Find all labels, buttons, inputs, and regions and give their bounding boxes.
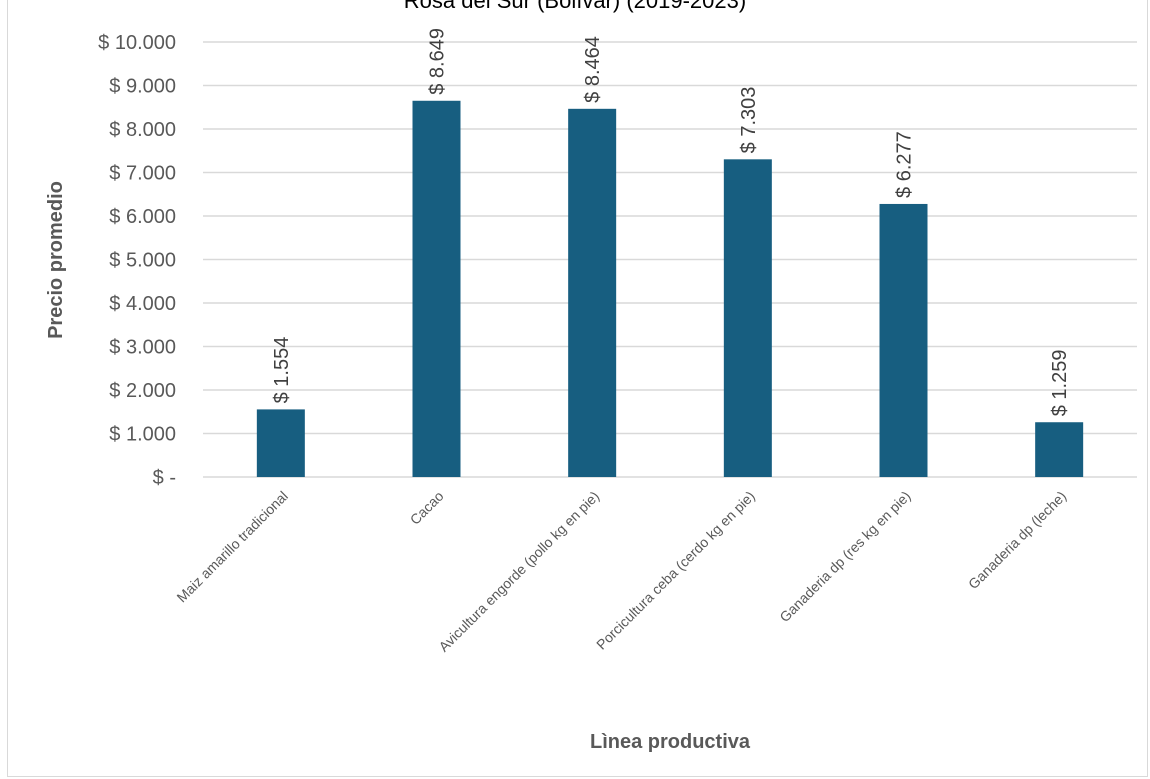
y-tick-label: $ 6.000 (109, 206, 176, 228)
x-category-label: Cacao (407, 488, 447, 528)
y-tick-label: $ 8.000 (109, 119, 176, 141)
chart-frame (7, 0, 1148, 777)
y-axis-title: Precio promedio (45, 181, 67, 339)
bar (1035, 422, 1084, 477)
y-tick-label: $ 1.000 (109, 424, 176, 446)
chart-title: Rosa del Sur (Bolívar) (2019-2023) (403, 0, 747, 13)
y-tick-label: $ 10.000 (98, 32, 176, 54)
data-labels: $ 1.554 $ 8.649 $ 8.464 $ 7.303 $ 6.277 $ 1.2… (271, 28, 1071, 416)
data-label: $ 6.277 (894, 131, 916, 198)
data-label: $ 7.303 (738, 87, 760, 154)
y-tick-label: $ 5.000 (109, 250, 176, 272)
data-label: $ 8.649 (427, 28, 449, 95)
y-tick-label: $ 3.000 (109, 337, 176, 359)
y-tick-label: $ 7.000 (109, 163, 176, 185)
data-label: $ 8.464 (582, 36, 604, 103)
x-category-label: Porcicultura ceba (cerdo kg en pie) (593, 488, 758, 653)
x-axis-title: Lìnea productiva (590, 731, 751, 753)
data-label: $ 1.554 (271, 337, 293, 404)
y-tick-labels: $ - $ 1.000 $ 2.000 $ 3.000 $ 4.000 $ 5.000 $ … (98, 32, 176, 489)
gridlines (203, 41, 1137, 478)
bar (412, 100, 461, 478)
x-category-labels: Maiz amarillo tradicional CacaoAvicultura… (173, 488, 1069, 655)
y-tick-label: $ 4.000 (109, 293, 176, 315)
y-tick-label: $ 2.000 (109, 380, 176, 402)
bar (879, 203, 928, 477)
x-category-label: Avicultura engorde (pollo kg en pie) (435, 488, 602, 655)
bars (256, 100, 1084, 478)
x-category-label: Maiz amarillo tradicional (173, 488, 291, 606)
bar (723, 159, 772, 477)
y-tick-label: $ 9.000 (109, 76, 176, 98)
data-label: $ 1.259 (1049, 349, 1071, 416)
bar (568, 108, 617, 477)
bar (256, 409, 305, 477)
y-tick-label: $ - (153, 467, 176, 489)
x-category-label: Ganaderia dp (leche) (965, 488, 1069, 592)
x-category-label: Ganaderia dp (res kg en pie) (776, 488, 913, 625)
